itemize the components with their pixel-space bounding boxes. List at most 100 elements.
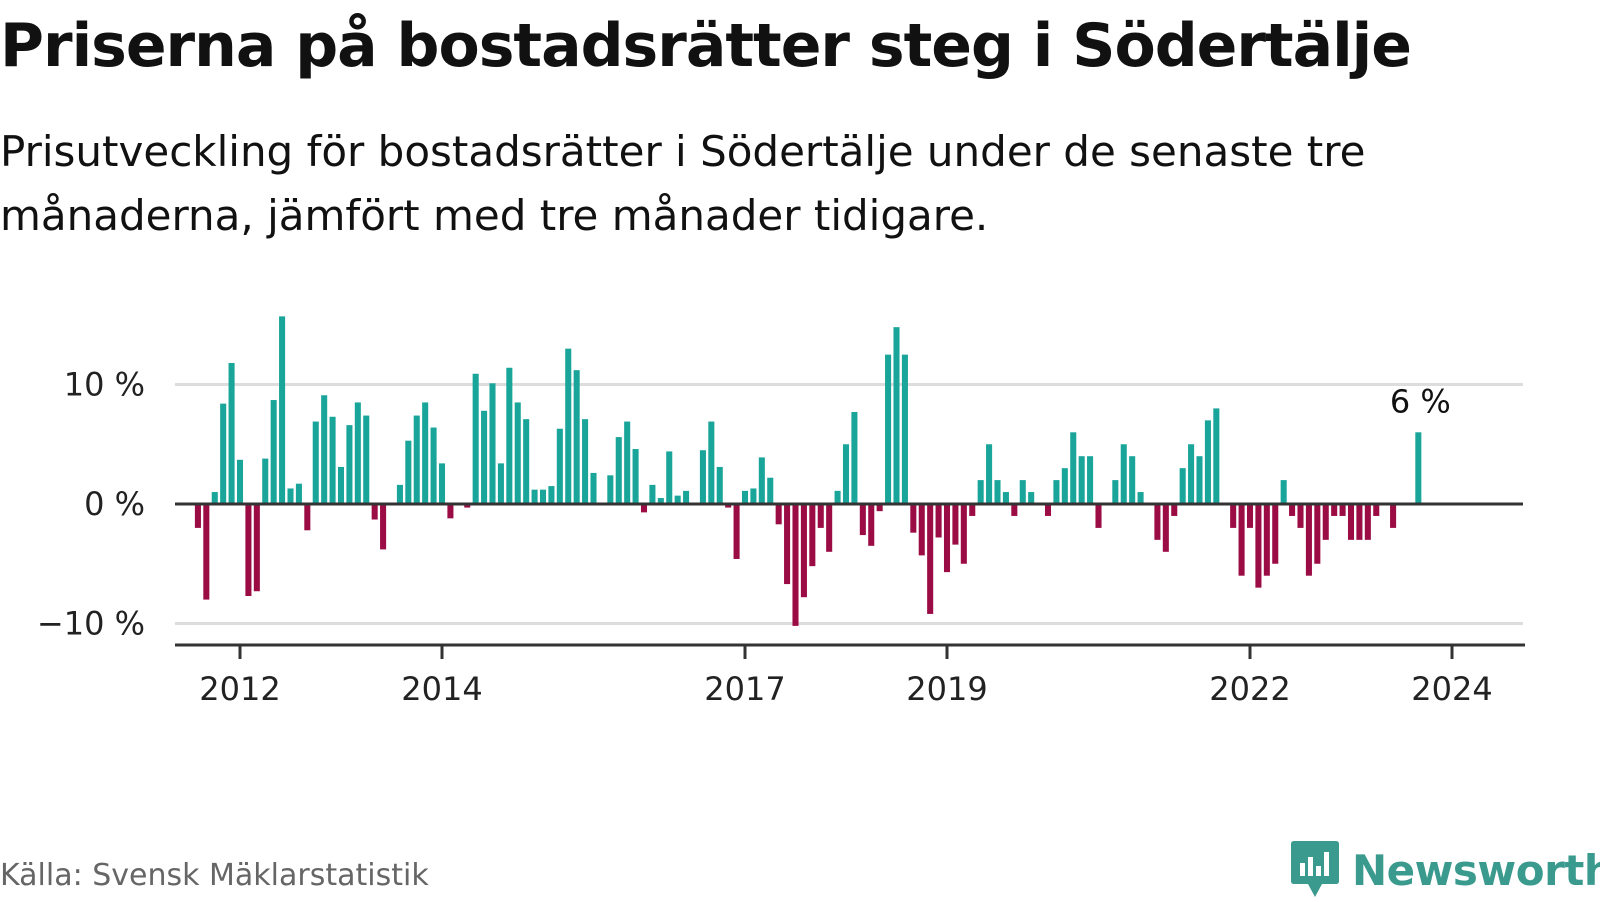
brand-name: Newsworthy <box>1352 845 1600 895</box>
bar <box>1028 492 1035 504</box>
bar <box>1002 492 1009 504</box>
bar <box>809 504 816 567</box>
bar <box>1297 504 1304 528</box>
bar <box>1044 504 1052 516</box>
bar <box>607 475 614 504</box>
bar <box>683 490 690 504</box>
bar <box>666 451 673 504</box>
bar <box>464 504 471 508</box>
x-tick-label: 2017 <box>704 670 785 708</box>
bar <box>523 419 530 504</box>
bar <box>1255 504 1262 588</box>
bar <box>775 504 782 525</box>
bar <box>194 504 201 528</box>
bar <box>657 498 664 504</box>
bar <box>531 489 538 504</box>
x-tick-label: 2012 <box>199 670 280 708</box>
bar <box>430 427 437 504</box>
y-tick-label: −10 % <box>37 605 145 643</box>
bar <box>935 504 942 538</box>
bar <box>211 492 218 504</box>
bar <box>1415 432 1422 504</box>
bar <box>994 480 1001 504</box>
source-note: Källa: Svensk Mäklarstatistik <box>0 858 429 893</box>
bar <box>1095 504 1102 528</box>
bar <box>885 354 892 505</box>
bar <box>481 410 488 504</box>
bar <box>1347 504 1355 540</box>
bar <box>952 504 959 545</box>
x-tick-label: 2022 <box>1209 670 1290 708</box>
bar <box>489 383 496 504</box>
bar <box>253 504 260 592</box>
bar <box>910 504 917 533</box>
bar <box>733 504 740 559</box>
bar <box>1263 504 1270 576</box>
y-tick-label: 10 % <box>64 366 145 404</box>
bar <box>363 415 370 504</box>
bar <box>893 327 900 504</box>
bar <box>590 472 597 504</box>
bar <box>1314 504 1321 564</box>
bar <box>245 504 252 597</box>
bar <box>1011 504 1018 516</box>
bar <box>287 488 294 504</box>
bar <box>834 490 841 504</box>
bar <box>295 483 302 504</box>
bar <box>826 504 833 552</box>
bar <box>1087 456 1094 504</box>
bar <box>1305 504 1312 576</box>
bar <box>943 504 951 573</box>
labels: 10 % 0 % −10 % 2012 2014 2017 2019 2022 2024 6 % <box>37 366 1493 709</box>
bar <box>329 416 336 504</box>
bar <box>514 402 521 504</box>
bar <box>346 425 353 504</box>
y-tick-label: 0 % <box>84 485 145 523</box>
bar <box>203 504 210 600</box>
bar <box>649 484 656 504</box>
bar <box>699 450 706 504</box>
bar <box>960 504 967 564</box>
bar <box>447 504 454 519</box>
bar <box>1289 504 1296 516</box>
bar <box>371 504 378 520</box>
bar <box>236 459 244 504</box>
bar <box>868 504 875 546</box>
bar <box>750 488 757 504</box>
bar <box>1070 432 1077 504</box>
bar <box>573 370 580 504</box>
bar <box>1373 504 1380 516</box>
bar <box>1272 504 1279 564</box>
bar <box>1238 504 1245 576</box>
bar <box>422 402 429 504</box>
x-tick-label: 2014 <box>401 670 482 708</box>
bar <box>472 373 479 504</box>
bar <box>582 419 589 504</box>
bar <box>851 411 858 504</box>
bar <box>1162 504 1169 552</box>
bar <box>1179 468 1186 504</box>
bar <box>708 421 715 504</box>
bar <box>1129 456 1136 504</box>
x-tick-label: 2019 <box>906 670 987 708</box>
bar <box>228 362 235 504</box>
bar <box>767 477 774 504</box>
bar <box>817 504 824 528</box>
bar <box>674 495 681 504</box>
bar <box>413 415 420 504</box>
bar <box>1112 480 1119 504</box>
bar <box>1390 504 1397 528</box>
bar <box>565 348 572 504</box>
bar <box>792 504 799 626</box>
bar <box>741 490 749 504</box>
bar <box>396 484 403 504</box>
bar <box>716 466 723 504</box>
bar <box>337 466 345 504</box>
bar <box>615 437 622 504</box>
bar <box>624 421 631 504</box>
bar <box>1331 504 1338 516</box>
bar <box>859 504 866 536</box>
last-value-annotation: 6 % <box>1390 382 1451 420</box>
bar <box>1213 408 1220 504</box>
bar <box>800 504 807 598</box>
